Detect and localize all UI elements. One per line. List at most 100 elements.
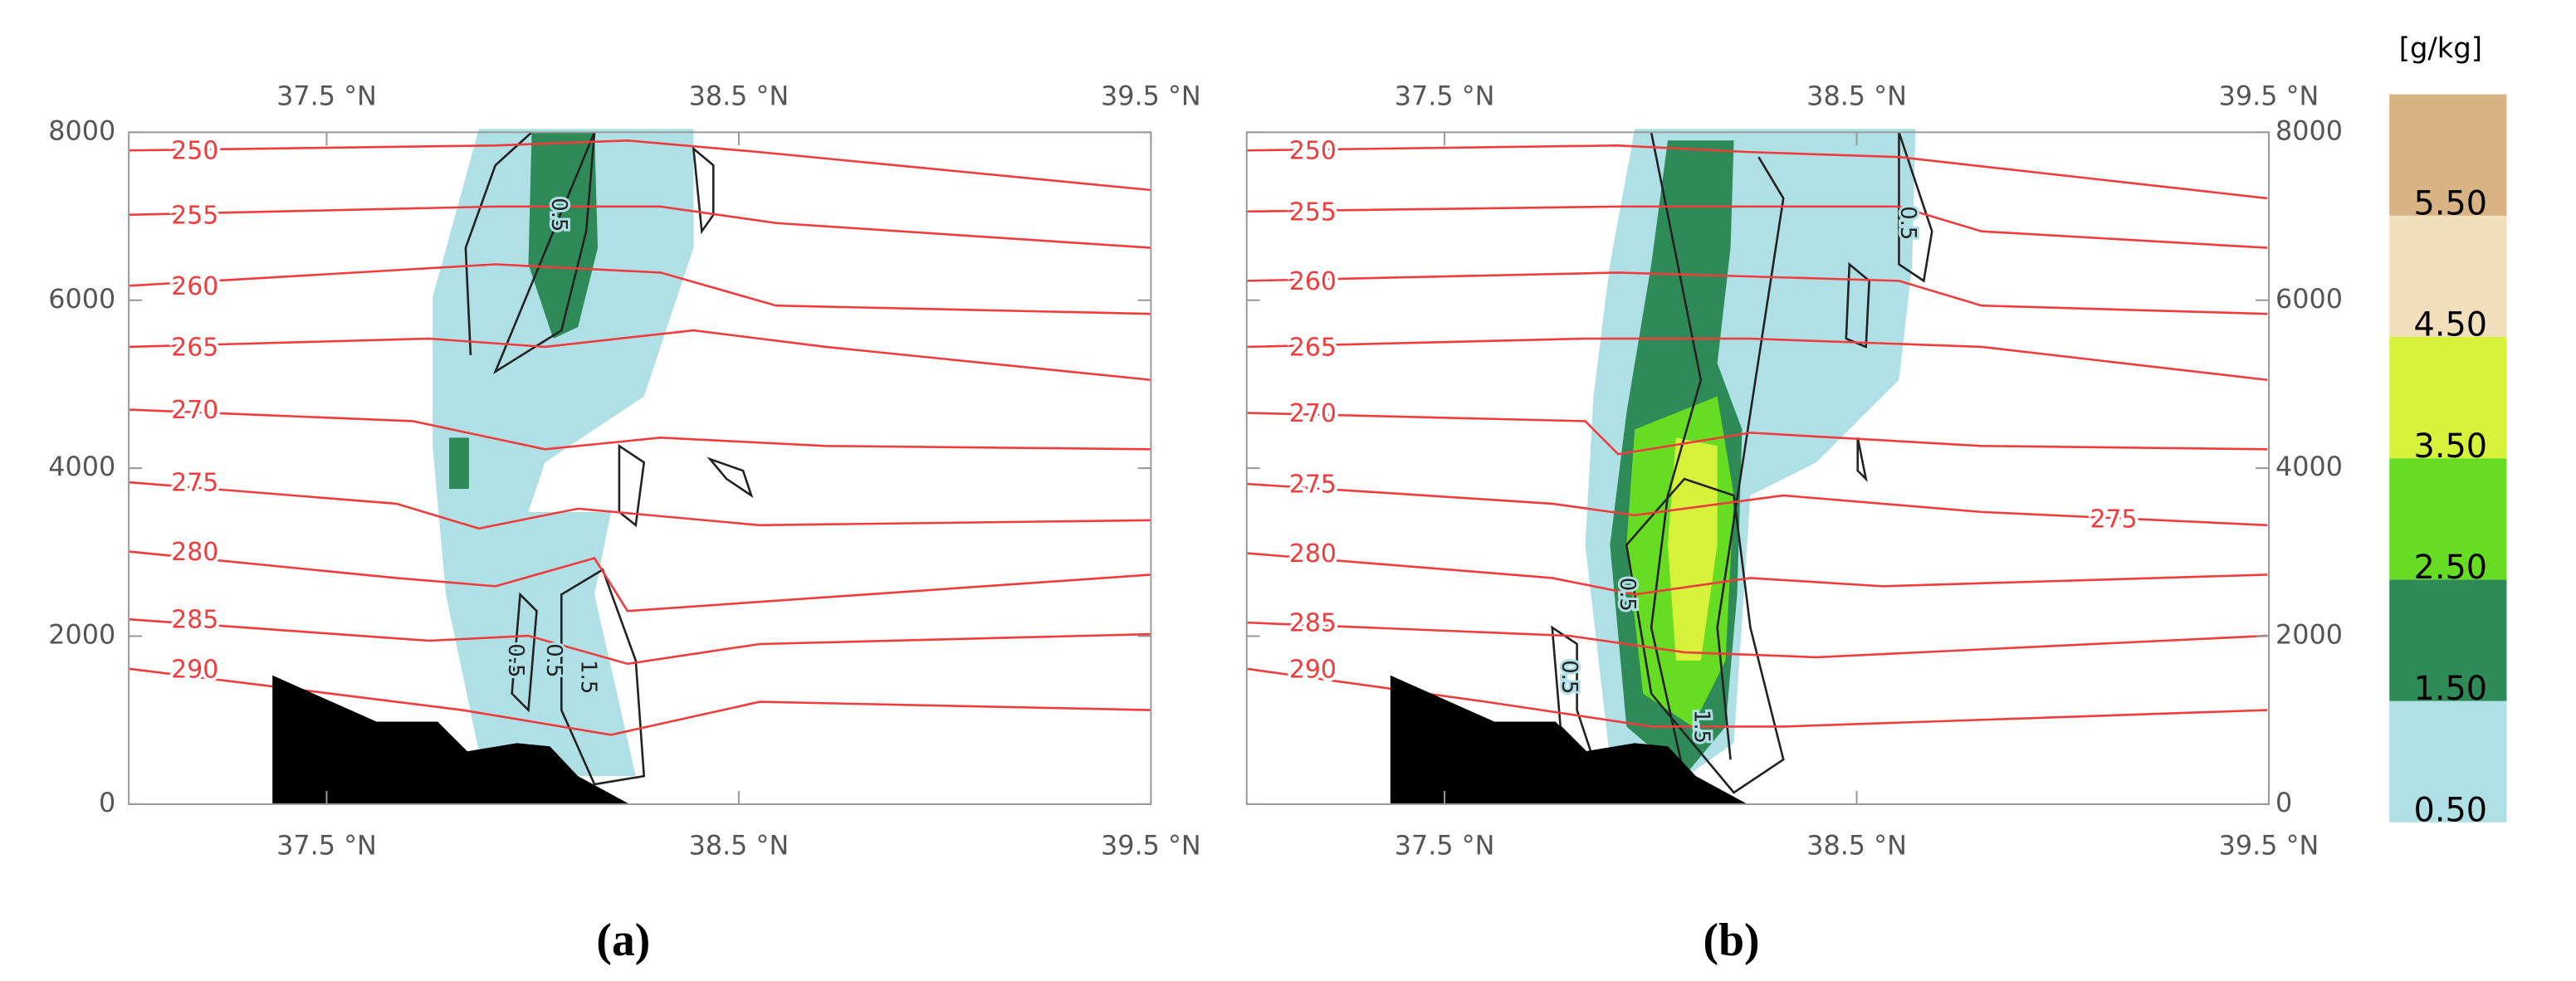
isentrope-label: 275 bbox=[2090, 505, 2138, 534]
isentrope-label: 260 bbox=[171, 272, 218, 301]
mixing-ratio-contour bbox=[1650, 132, 1785, 777]
mixing-ratio-contour bbox=[1625, 477, 1785, 794]
terrain bbox=[272, 675, 630, 804]
isentrope bbox=[1246, 552, 2268, 596]
isentrope-label: 290 bbox=[1289, 655, 1337, 684]
x-tick-label: 38.5 °N bbox=[1806, 830, 1907, 861]
isentrope-label: 280 bbox=[1289, 539, 1337, 569]
colorbar-label: 0.50 bbox=[2414, 791, 2488, 829]
contour-label: 0.5 bbox=[1895, 206, 1920, 240]
shaded-region bbox=[1667, 437, 1718, 661]
plot-area bbox=[129, 129, 1151, 804]
isentrope bbox=[129, 329, 1151, 382]
x-tick-label: 39.5 °N bbox=[2219, 830, 2319, 861]
y-tick-label: 8000 bbox=[48, 115, 115, 146]
colorbar-label: 3.50 bbox=[2414, 427, 2488, 466]
panel-title: (b) bbox=[1703, 915, 1760, 966]
mixing-ratio-contour bbox=[692, 146, 715, 235]
x-tick-label-top: 38.5 °N bbox=[689, 81, 789, 112]
x-tick-label: 37.5 °N bbox=[1395, 830, 1495, 861]
contour-label: 1.5 bbox=[1689, 710, 1713, 744]
x-tick-label-top: 39.5 °N bbox=[2219, 81, 2319, 112]
mixing-ratio-contour bbox=[511, 592, 538, 713]
contour-label: 1.5 bbox=[576, 660, 601, 694]
panel-title: (a) bbox=[596, 915, 650, 966]
mixing-ratio-contour bbox=[618, 443, 646, 528]
isentrope bbox=[1246, 412, 2268, 456]
y-tick-label: 4000 bbox=[2275, 451, 2343, 482]
isentrope-label: 280 bbox=[171, 538, 218, 567]
colorbar-title: [g/kg] bbox=[2399, 32, 2482, 64]
isentrope bbox=[129, 205, 1151, 249]
isentrope bbox=[129, 550, 1151, 613]
contour-label: 0.5 bbox=[503, 643, 528, 677]
contour-label: 0.5 bbox=[1615, 578, 1640, 612]
mixing-ratio-contour bbox=[706, 456, 754, 499]
colorbar-label: 5.50 bbox=[2414, 184, 2488, 222]
isentrope-label: 250 bbox=[1289, 137, 1337, 166]
colorbar-label: 2.50 bbox=[2414, 549, 2488, 587]
mixing-ratio-contour bbox=[1856, 437, 1868, 483]
isentrope bbox=[1246, 205, 2268, 249]
x-tick-label-top: 37.5 °N bbox=[276, 81, 377, 112]
colorbar-swatch bbox=[2389, 337, 2507, 459]
contour-label: 0.5 bbox=[541, 643, 566, 677]
colorbar-swatch bbox=[2389, 215, 2507, 338]
isentrope-label: 275 bbox=[171, 469, 218, 498]
isentrope-label: 255 bbox=[171, 201, 218, 230]
panel: 250 255 260 265 270 275 280 285 290 0.5 0.5 0.5 1.5 3… bbox=[48, 81, 1200, 966]
panel: 250 255 260 265 270 275 280 285 290 275 0.5 0.5 0.5 1… bbox=[1245, 81, 2343, 966]
x-tick-label-top: 38.5 °N bbox=[1806, 81, 1907, 112]
isentrope-label: 285 bbox=[171, 606, 218, 635]
shaded-region bbox=[433, 129, 694, 777]
x-tick-label: 39.5 °N bbox=[1101, 830, 1201, 861]
isentrope-label: 265 bbox=[171, 333, 218, 362]
isentrope bbox=[129, 481, 1151, 530]
y-tick-label: 2000 bbox=[48, 619, 115, 651]
y-tick-label: 0 bbox=[99, 787, 115, 818]
isentrope bbox=[1246, 621, 2268, 659]
colorbar-label: 1.50 bbox=[2414, 670, 2488, 708]
colorbar-swatch bbox=[2389, 700, 2507, 822]
mixing-ratio-contour bbox=[1898, 131, 1933, 283]
isentrope-label: 275 bbox=[1289, 471, 1337, 500]
isentrope bbox=[129, 139, 1151, 192]
isentrope bbox=[1246, 271, 2268, 315]
plot-area bbox=[1246, 129, 2268, 804]
x-tick-label-top: 37.5 °N bbox=[1395, 81, 1495, 112]
x-tick-label-top: 39.5 °N bbox=[1101, 81, 1201, 112]
isentrope-label: 270 bbox=[1289, 399, 1337, 428]
x-tick-label: 37.5 °N bbox=[276, 830, 377, 861]
isentrope bbox=[129, 263, 1151, 315]
colorbar-label: 4.50 bbox=[2414, 306, 2488, 344]
isentrope-label: 255 bbox=[1289, 198, 1337, 227]
x-tick-label: 38.5 °N bbox=[689, 830, 789, 861]
isentrope-label: 250 bbox=[171, 137, 218, 166]
y-tick-label: 8000 bbox=[2275, 115, 2343, 146]
colorbar-swatch bbox=[2389, 579, 2507, 701]
colorbar-swatch bbox=[2389, 458, 2507, 580]
contour-label: 0.5 bbox=[546, 198, 571, 232]
mixing-ratio-contour bbox=[1845, 261, 1870, 349]
isentrope bbox=[1246, 144, 2268, 200]
isentrope bbox=[1246, 337, 2268, 382]
mixing-ratio-contour bbox=[1551, 625, 1595, 761]
y-tick-label: 2000 bbox=[2275, 619, 2343, 651]
colorbar-swatch bbox=[2389, 94, 2507, 216]
isentrope-label: 260 bbox=[1289, 267, 1337, 296]
y-tick-label: 6000 bbox=[48, 283, 115, 315]
y-tick-label: 4000 bbox=[48, 451, 115, 482]
shaded-region bbox=[528, 132, 599, 339]
terrain bbox=[1390, 675, 1748, 804]
y-tick-label: 6000 bbox=[2275, 283, 2343, 315]
isentrope bbox=[129, 617, 1151, 666]
contour-label: 0.5 bbox=[1557, 660, 1581, 694]
shaded-region bbox=[449, 437, 469, 490]
isentrope-label: 270 bbox=[171, 396, 218, 425]
isentrope-label: 285 bbox=[1289, 609, 1337, 638]
isentrope bbox=[1246, 482, 2268, 527]
isentrope-label: 290 bbox=[171, 655, 218, 684]
y-tick-label: 0 bbox=[2275, 787, 2292, 818]
